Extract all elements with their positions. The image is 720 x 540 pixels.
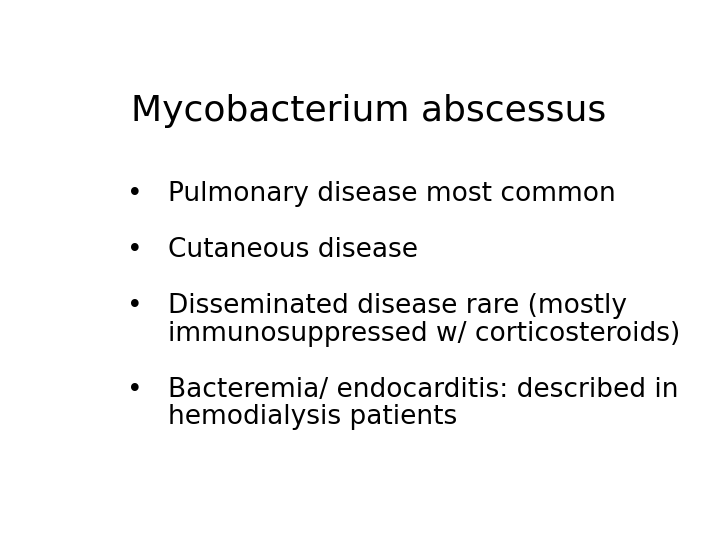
Text: •: • xyxy=(127,238,143,264)
Text: Cutaneous disease: Cutaneous disease xyxy=(168,238,418,264)
Text: •: • xyxy=(127,181,143,207)
Text: Bacteremia/ endocarditis: described in: Bacteremia/ endocarditis: described in xyxy=(168,377,679,403)
Text: •: • xyxy=(127,377,143,403)
Text: hemodialysis patients: hemodialysis patients xyxy=(168,404,457,430)
Text: •: • xyxy=(127,294,143,320)
Text: Mycobacterium abscessus: Mycobacterium abscessus xyxy=(131,94,607,128)
Text: immunosuppressed w/ corticosteroids): immunosuppressed w/ corticosteroids) xyxy=(168,321,680,347)
Text: Disseminated disease rare (mostly: Disseminated disease rare (mostly xyxy=(168,294,627,320)
Text: Pulmonary disease most common: Pulmonary disease most common xyxy=(168,181,616,207)
